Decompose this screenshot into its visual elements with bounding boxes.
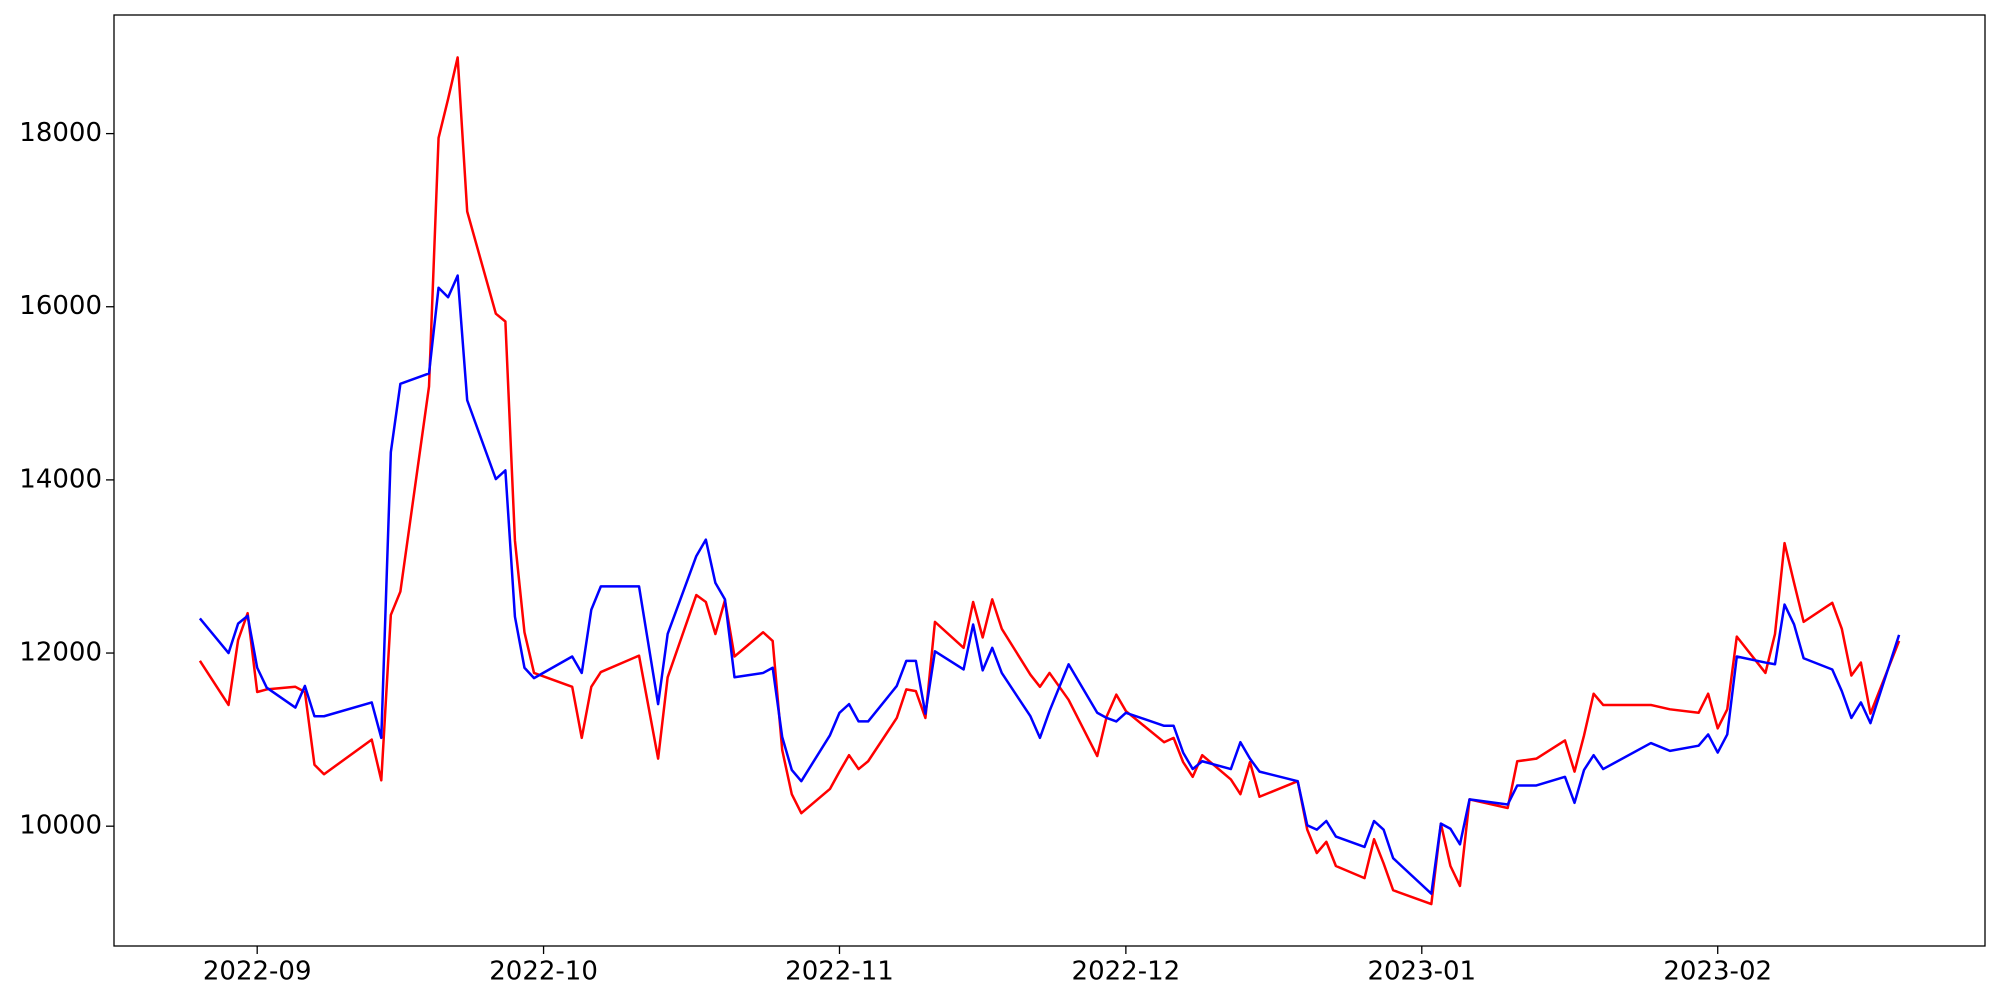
series-line <box>198 56 1901 906</box>
y-tick-label: 18000 <box>19 118 102 148</box>
y-tick-label: 14000 <box>19 464 102 494</box>
x-tick-label: 2022-12 <box>1072 957 1181 987</box>
x-tick-label: 2023-02 <box>1663 957 1772 987</box>
x-tick-label: 2022-10 <box>489 957 598 987</box>
series-line <box>198 274 1901 895</box>
x-tick-label: 2022-09 <box>203 957 312 987</box>
x-tick-label: 2023-01 <box>1367 957 1476 987</box>
y-tick-label: 12000 <box>19 638 102 668</box>
plot-frame <box>113 14 1986 947</box>
y-tick-label: 10000 <box>19 811 102 841</box>
x-tick-label: 2022-11 <box>785 957 894 987</box>
y-tick-label: 16000 <box>19 291 102 321</box>
